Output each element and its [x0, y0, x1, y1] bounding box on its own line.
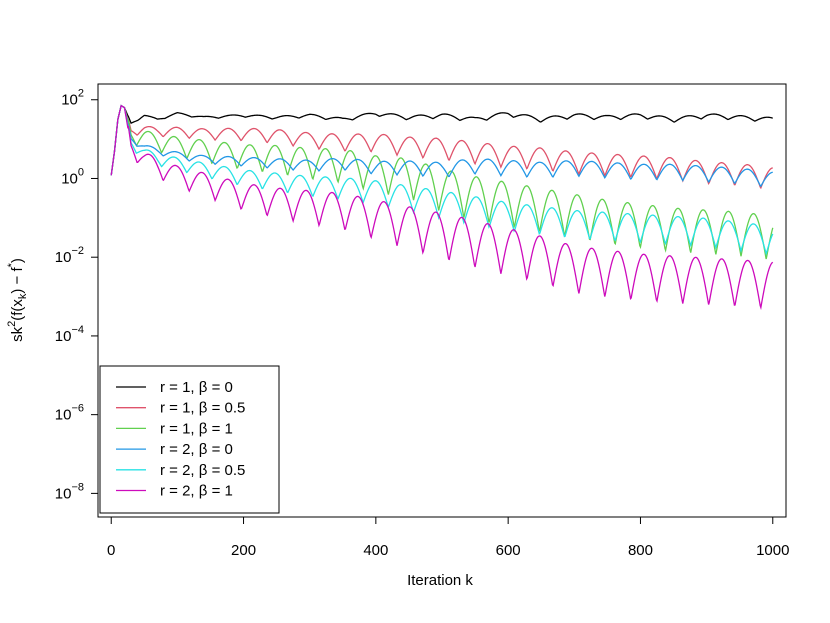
x-axis: 0 200 400 600 800 1000: [107, 516, 789, 559]
y-tick-label: 10−6: [55, 403, 84, 424]
legend: r = 1, β = 0 r = 1, β = 0.5 r = 1, β = 1 r …: [99, 365, 280, 514]
legend-label: r = 1, β = 0: [160, 379, 233, 396]
y-tick-label: 10−8: [55, 481, 84, 502]
y-title-sup2: *: [6, 262, 18, 267]
y-axis: 102 100 10−2 10−4 10−6 10−8: [55, 88, 99, 502]
legend-label: r = 2, β = 1: [160, 483, 233, 500]
legend-label: r = 1, β = 1: [160, 420, 233, 437]
y-axis-title: sk2(f(xk) − f*): [6, 258, 29, 342]
y-title-mid2: ) − f: [9, 267, 26, 294]
series-line: [110, 104, 774, 256]
series-line: [110, 104, 773, 176]
x-tick-label: 200: [231, 542, 256, 559]
legend-label: r = 2, β = 0: [160, 441, 233, 458]
x-tick-label: 400: [363, 542, 388, 559]
x-tick-label: 600: [496, 542, 521, 559]
x-tick-label: 800: [628, 542, 653, 559]
y-tick-label: 10−2: [55, 245, 84, 266]
y-title-base: sk: [9, 326, 26, 342]
y-title-end: ): [9, 258, 26, 263]
series-line: [110, 104, 773, 188]
series-layer: [110, 104, 774, 311]
legend-label: r = 2, β = 0.5: [160, 462, 245, 479]
x-tick-label: 0: [107, 542, 115, 559]
y-title-sub: k: [17, 293, 29, 299]
x-axis-title: Iteration k: [407, 572, 473, 589]
y-tick-label: 100: [61, 166, 84, 187]
y-tick-label: 10−4: [55, 324, 84, 345]
y-title-sup1: 2: [6, 321, 18, 327]
legend-label: r = 1, β = 0.5: [160, 400, 245, 417]
legend-box: [99, 365, 280, 514]
x-tick-label: 1000: [756, 542, 789, 559]
y-tick-label: 102: [61, 88, 84, 109]
y-title-mid: (f(x: [9, 299, 26, 321]
series-line: [110, 104, 773, 190]
series-line: [110, 104, 774, 311]
